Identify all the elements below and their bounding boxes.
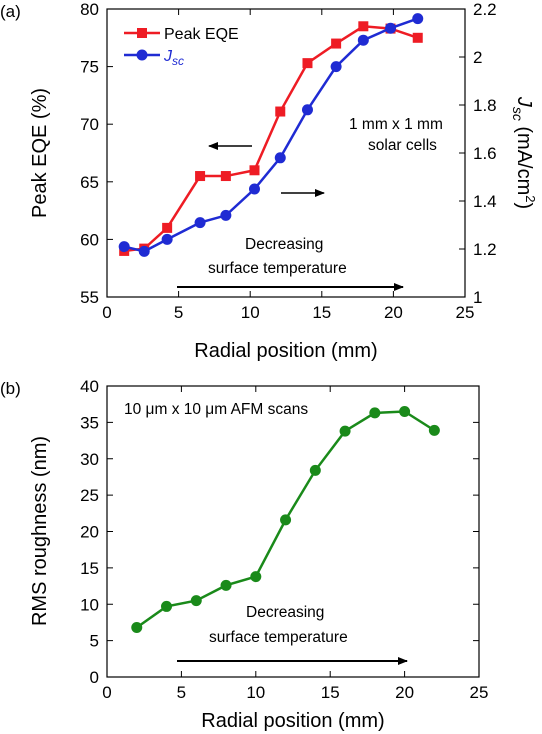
data-point-jsc	[274, 152, 286, 164]
data-point-rms	[428, 424, 440, 436]
y-tick-label-a: 65	[80, 173, 99, 192]
data-point-rms	[131, 622, 143, 634]
data-point-eqe	[162, 222, 173, 233]
panel-a-label: (a)	[0, 2, 21, 21]
data-point-jsc	[357, 34, 369, 46]
y-axis-title-b: RMS roughness (nm)	[29, 436, 51, 626]
data-point-jsc	[412, 13, 424, 25]
y-tick-label-b: 15	[80, 559, 99, 578]
x-tick-label-b: 10	[246, 683, 265, 702]
x-axis-title-a: Radial position (mm)	[194, 340, 377, 362]
data-point-eqe	[275, 106, 286, 117]
data-point-rms	[339, 425, 351, 437]
annotation-trend-a-line1: Decreasing	[245, 236, 323, 253]
x-tick-label-a: 0	[102, 303, 111, 322]
annotation-cells-line2: solar cells	[368, 137, 437, 154]
data-point-jsc	[118, 241, 130, 253]
legend-jsc-sub: sc	[172, 54, 184, 68]
y2-axis-title-a: Jsc (mA/cm2)	[510, 96, 538, 209]
panel-b: (b) 0 5 10 15 20 25 0 5 10 15 20 25 30 35 40 Radial po…	[0, 377, 488, 732]
data-point-eqe	[331, 38, 342, 49]
series-a	[118, 13, 424, 257]
x-tick-label-a: 25	[456, 303, 475, 322]
y-tick-label-b: 30	[80, 450, 99, 469]
x-tick-label-a: 10	[241, 303, 260, 322]
y-tick-label-a: 60	[80, 230, 99, 249]
annotation-trend-b-line2: surface temperature	[209, 629, 348, 646]
annotation-trend-a-line2: surface temperature	[208, 260, 347, 277]
y-tick-label-a: 80	[80, 0, 99, 19]
series-b	[131, 405, 440, 634]
annotation-cells-line1: 1 mm x 1 mm	[349, 116, 443, 133]
y2-tick-label-a: 2.2	[473, 0, 497, 19]
annotation-scan-note: 10 μm x 10 μm AFM scans	[124, 401, 308, 418]
data-point-eqe	[195, 171, 206, 182]
ticks-b: 0 5 10 15 20 25 0 5 10 15 20 25 30 35 40	[80, 377, 488, 702]
data-point-rms	[190, 595, 202, 607]
legend-a: Peak EQE Jsc	[124, 26, 239, 68]
data-point-jsc	[194, 217, 206, 229]
y2-axis-title-sup: 2	[523, 195, 538, 202]
y-tick-label-a: 75	[80, 58, 99, 77]
data-point-rms	[309, 464, 321, 476]
y2-tick-label-a: 1	[473, 288, 482, 307]
y-tick-label-b: 10	[80, 595, 99, 614]
data-point-jsc	[138, 245, 150, 257]
data-point-rms	[399, 405, 411, 417]
data-point-eqe	[358, 21, 369, 32]
x-tick-label-b: 5	[177, 683, 186, 702]
y2-tick-label-a: 2	[473, 48, 482, 67]
y-tick-label-a: 70	[80, 115, 99, 134]
data-point-rms	[220, 579, 232, 591]
x-axis-title-b: Radial position (mm)	[201, 710, 384, 732]
data-point-jsc	[220, 209, 232, 221]
ticks-a: 0 5 10 15 20 25 55 60 65 70 75 80 1 1.2 1.4 1.6 1.8 2 2.2	[80, 0, 497, 322]
data-point-jsc	[330, 61, 342, 73]
x-tick-label-b: 20	[395, 683, 414, 702]
x-tick-label-b: 0	[102, 683, 111, 702]
x-tick-label-a: 5	[174, 303, 183, 322]
y2-axis-title-main: J	[513, 96, 535, 108]
data-point-eqe	[249, 165, 260, 176]
data-point-rms	[369, 407, 381, 419]
x-tick-label-b: 15	[321, 683, 340, 702]
data-point-eqe	[220, 171, 231, 182]
data-point-rms	[250, 571, 262, 583]
y2-tick-label-a: 1.2	[473, 240, 497, 259]
y2-tick-label-a: 1.8	[473, 96, 497, 115]
data-point-eqe	[412, 32, 423, 43]
y2-axis-title-sub: sc	[510, 107, 526, 121]
x-tick-label-a: 15	[312, 303, 331, 322]
data-point-jsc	[301, 104, 313, 116]
y2-axis-title-units: (mA/cm	[513, 121, 535, 195]
data-point-eqe	[302, 58, 313, 69]
y-tick-label-b: 0	[90, 668, 99, 687]
data-point-jsc	[248, 183, 260, 195]
panel-b-label: (b)	[0, 379, 21, 398]
legend-jsc-marker	[136, 49, 148, 61]
y-tick-label-b: 35	[80, 413, 99, 432]
y-tick-label-b: 25	[80, 486, 99, 505]
x-tick-label-b: 25	[470, 683, 489, 702]
y-tick-label-b: 5	[90, 632, 99, 651]
legend-eqe-marker	[137, 28, 147, 38]
y2-tick-label-a: 1.6	[473, 144, 497, 163]
y2-tick-label-a: 1.4	[473, 192, 497, 211]
data-point-jsc	[161, 233, 173, 245]
y-tick-label-b: 40	[80, 377, 99, 396]
y-axis-title-a: Peak EQE (%)	[29, 88, 51, 218]
panel-a: (a) 0 5 10 15 20 25 55 60 65 70 75 80 1 1.2 1.4 1.6 1.8 2…	[0, 0, 538, 362]
data-point-jsc	[385, 22, 397, 34]
x-tick-label-a: 20	[384, 303, 403, 322]
legend-eqe-label: Peak EQE	[164, 26, 239, 43]
y-tick-label-a: 55	[80, 288, 99, 307]
data-point-rms	[161, 600, 173, 612]
data-point-rms	[280, 514, 292, 526]
legend-jsc-main: J	[163, 48, 173, 65]
y2-axis-title-close: )	[513, 203, 535, 210]
y-tick-label-b: 20	[80, 523, 99, 542]
legend-jsc-label: Jsc	[163, 48, 184, 68]
annotation-trend-b-line1: Decreasing	[246, 604, 324, 621]
